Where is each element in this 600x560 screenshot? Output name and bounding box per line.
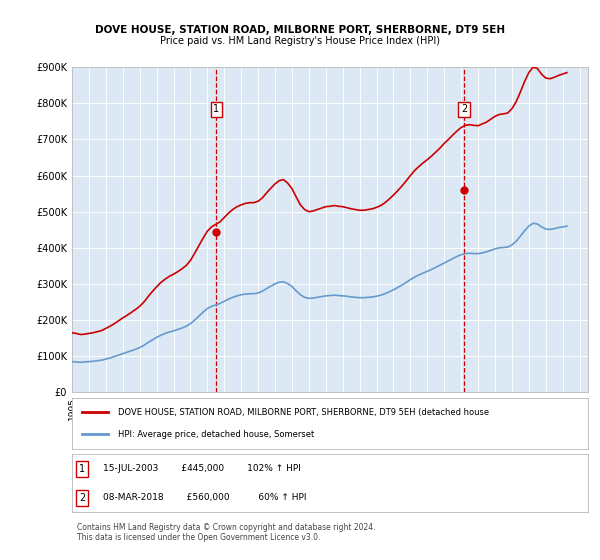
- Text: 2: 2: [461, 105, 467, 114]
- Text: 15-JUL-2003        £445,000        102% ↑ HPI: 15-JUL-2003 £445,000 102% ↑ HPI: [103, 464, 301, 473]
- Text: DOVE HOUSE, STATION ROAD, MILBORNE PORT, SHERBORNE, DT9 5EH (detached house: DOVE HOUSE, STATION ROAD, MILBORNE PORT,…: [118, 408, 490, 417]
- Text: 2: 2: [79, 493, 85, 503]
- Text: 1: 1: [79, 464, 85, 474]
- Text: DOVE HOUSE, STATION ROAD, MILBORNE PORT, SHERBORNE, DT9 5EH: DOVE HOUSE, STATION ROAD, MILBORNE PORT,…: [95, 25, 505, 35]
- Text: 1: 1: [214, 105, 220, 114]
- Text: 08-MAR-2018        £560,000          60% ↑ HPI: 08-MAR-2018 £560,000 60% ↑ HPI: [103, 493, 307, 502]
- Text: HPI: Average price, detached house, Somerset: HPI: Average price, detached house, Some…: [118, 430, 314, 439]
- Text: Contains HM Land Registry data © Crown copyright and database right 2024.
This d: Contains HM Land Registry data © Crown c…: [77, 523, 376, 543]
- Text: Price paid vs. HM Land Registry's House Price Index (HPI): Price paid vs. HM Land Registry's House …: [160, 36, 440, 46]
